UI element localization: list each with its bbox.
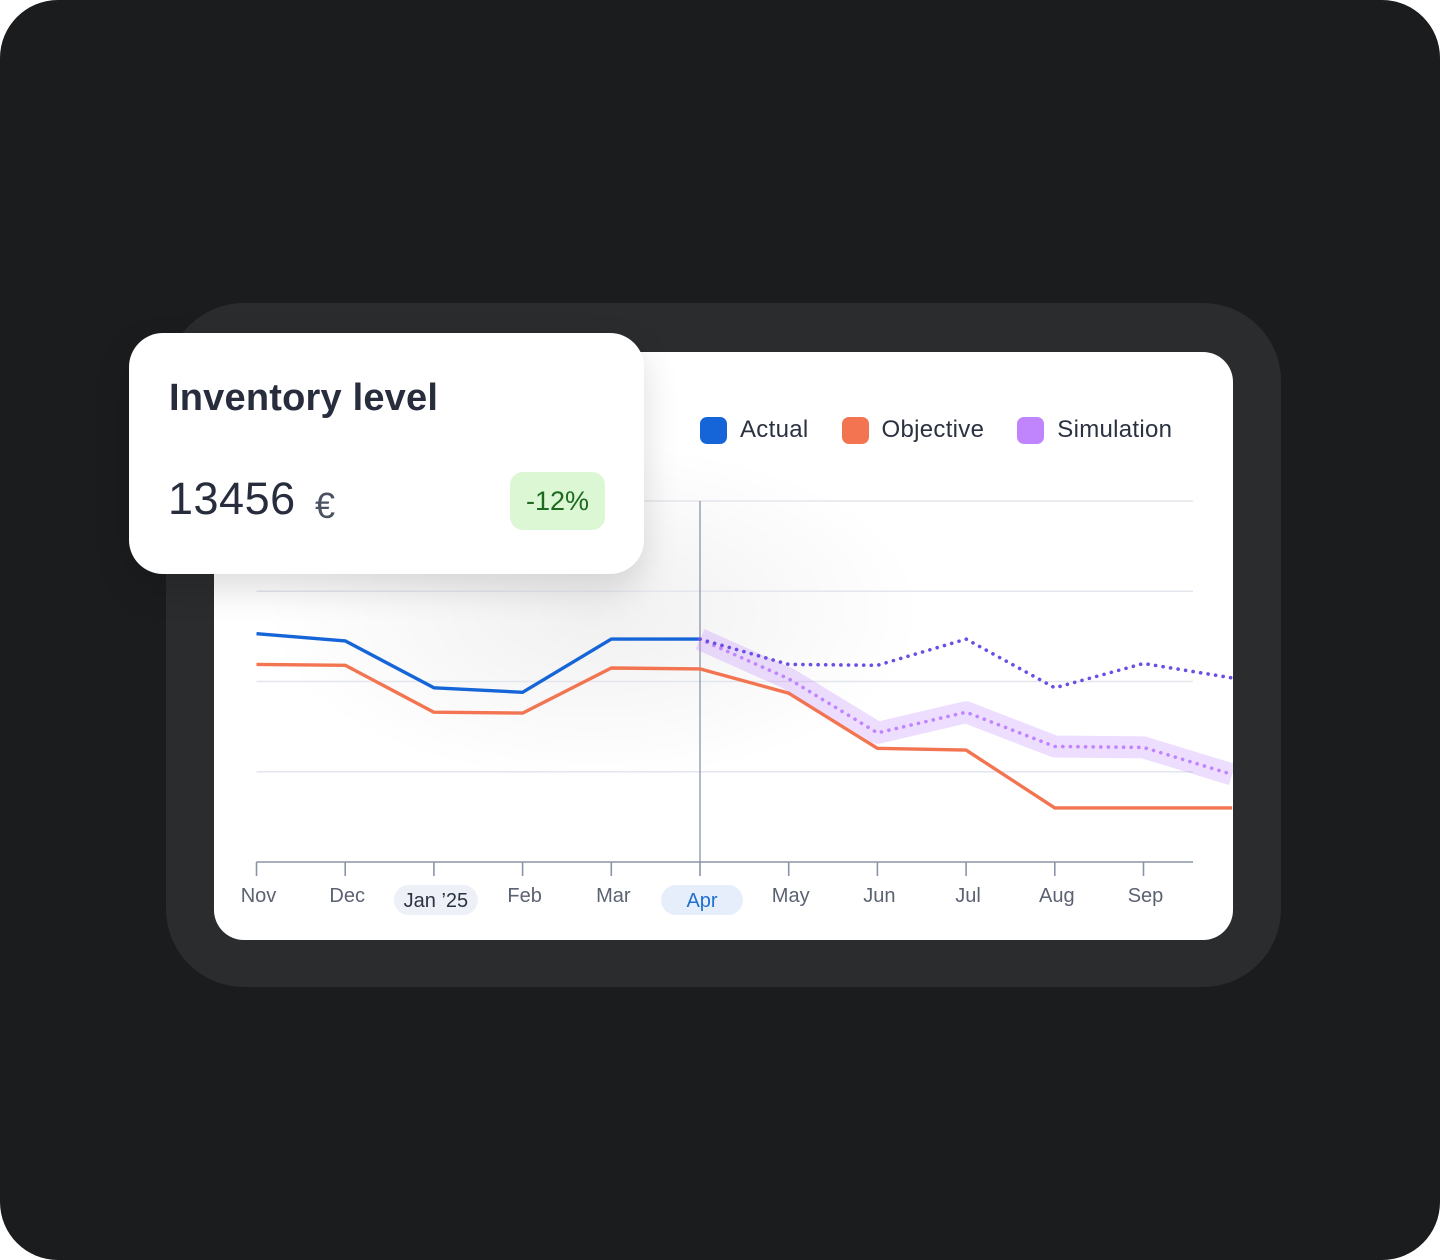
x-tick-label-apr: Apr xyxy=(686,890,717,912)
legend-label-actual: Actual xyxy=(740,416,809,443)
legend-swatch-objective xyxy=(841,416,869,444)
x-tick-label-jan-25: Jan ’25 xyxy=(404,890,469,912)
x-axis xyxy=(255,861,1193,876)
x-tick-label-jun: Jun xyxy=(863,885,895,907)
legend-swatch-simulation xyxy=(1017,416,1045,444)
legend-item-actual[interactable]: Actual xyxy=(700,416,809,444)
tick-highlight-apr xyxy=(661,885,743,915)
change-badge: -12% xyxy=(510,472,605,530)
kpi-value: 13456 xyxy=(168,473,296,524)
x-tick-label-sep: Sep xyxy=(1128,885,1164,907)
series-line-actual xyxy=(256,632,700,694)
legend-label-simulation: Simulation xyxy=(1057,416,1173,443)
series-layer xyxy=(256,629,1233,810)
kpi-unit: € xyxy=(315,485,336,526)
x-tick-label-dec: Dec xyxy=(329,885,365,907)
x-tick-label-aug: Aug xyxy=(1039,885,1075,907)
x-tick-labels: Nov Dec Jan ’25 Feb Mar Apr May Jun Jul Aug Sep xyxy=(241,885,1164,912)
x-tick-label-mar: Mar xyxy=(596,885,631,907)
legend-item-objective[interactable]: Objective xyxy=(841,416,985,444)
legend-swatch-actual xyxy=(700,416,727,444)
series-line-objective xyxy=(256,662,1233,810)
tick-highlight-jan-25 xyxy=(393,885,478,915)
x-tick-label-jul: Jul xyxy=(955,885,981,907)
legend-label-objective: Objective xyxy=(881,416,985,443)
kpi-card: Inventory level 13456 € -12% xyxy=(129,333,644,574)
series-line-projection-3 xyxy=(698,637,1233,690)
tick-highlights xyxy=(393,885,743,915)
series-band-simulation xyxy=(695,629,1233,786)
legend: Actual Objective Simulation xyxy=(700,410,1172,450)
kpi-title: Inventory level xyxy=(169,377,439,419)
legend-item-simulation[interactable]: Simulation xyxy=(1017,416,1172,444)
x-tick-label-may: May xyxy=(772,885,810,907)
series-line-simulation xyxy=(698,637,1233,777)
x-tick-label-nov: Nov xyxy=(241,885,277,907)
x-tick-label-feb: Feb xyxy=(507,885,541,907)
